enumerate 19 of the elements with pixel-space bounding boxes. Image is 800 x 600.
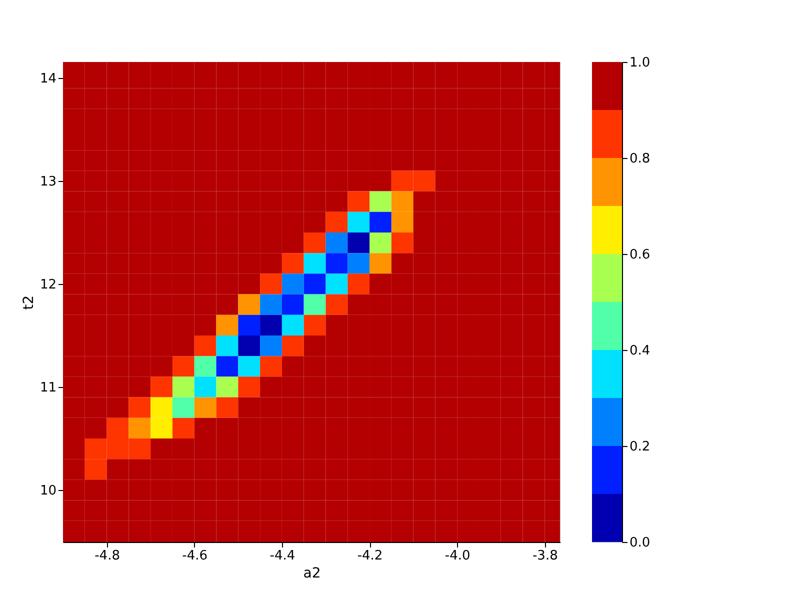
- y-tick-label: 14: [40, 71, 56, 86]
- x-tick-label: -4.4: [270, 548, 296, 564]
- y-axis-title: t2: [20, 295, 37, 310]
- color-bar-label: 0.6: [630, 248, 650, 262]
- y-tick-label: 13: [40, 174, 56, 190]
- x-tick-label: -4.6: [182, 548, 208, 564]
- color-bar-label: 1.0: [630, 56, 650, 70]
- x-axis-title: a2: [303, 566, 321, 582]
- y-tick-label: 12: [40, 277, 56, 292]
- color-bar-label: 0.4: [630, 344, 650, 358]
- color-bar-label: 0.0: [630, 536, 650, 550]
- y-tick-label: 10: [40, 483, 56, 498]
- y-tick-label: 11: [40, 380, 56, 396]
- x-tick-label: -3.8: [532, 548, 558, 564]
- color-bar-label: 0.8: [630, 152, 650, 166]
- x-tick-label: -4.2: [357, 548, 383, 564]
- x-tick-label: -4.0: [444, 548, 470, 564]
- color-bar-label: 0.2: [630, 440, 650, 454]
- x-tick-label: -4.8: [94, 548, 120, 564]
